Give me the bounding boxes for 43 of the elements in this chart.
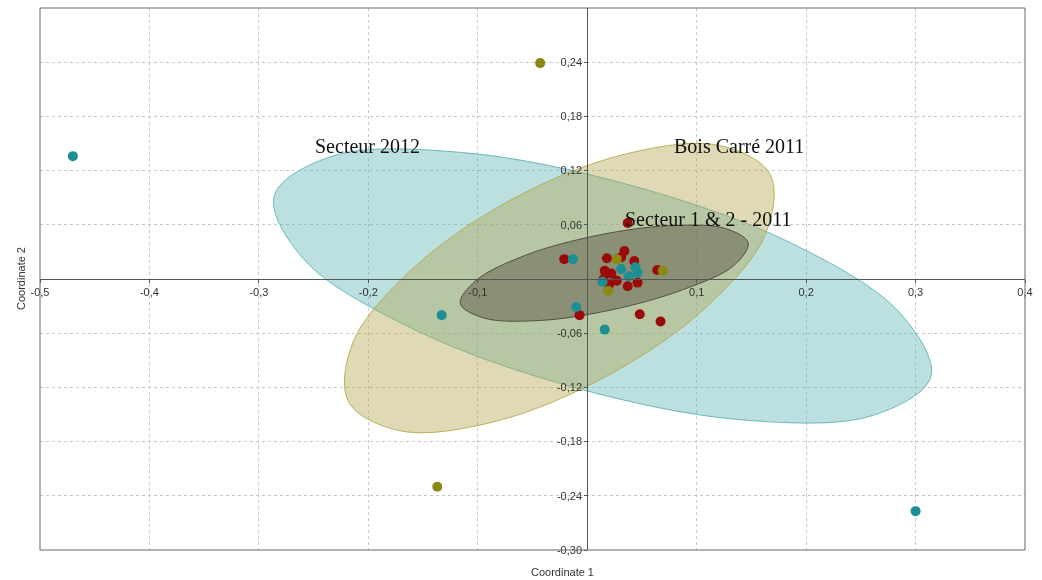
y-tick-label: -0,06 — [556, 327, 583, 340]
y-tick-label: -0,18 — [556, 435, 583, 448]
point — [657, 265, 668, 276]
annotation: Bois Carré 2011 — [674, 135, 805, 157]
y-axis-title: Coordinate 2 — [15, 247, 27, 310]
point — [603, 285, 614, 296]
point — [432, 481, 443, 492]
x-tick-label: -0,5 — [30, 286, 50, 299]
annotation: Secteur 2012 — [315, 135, 420, 157]
x-tick-label: -0,2 — [358, 286, 378, 299]
x-tick-label: 0,4 — [1017, 286, 1033, 299]
point — [535, 58, 546, 69]
y-tick-label: 0,12 — [560, 164, 583, 177]
point — [622, 281, 633, 292]
x-tick-label: -0,1 — [468, 286, 488, 299]
point — [630, 262, 641, 273]
y-tick-label: -0,24 — [556, 489, 583, 502]
point — [571, 302, 582, 312]
point — [67, 151, 78, 162]
point — [574, 310, 585, 321]
annotation: Secteur 1 & 2 - 2011 — [625, 208, 792, 230]
point — [567, 254, 578, 265]
point — [655, 316, 666, 327]
point — [606, 268, 617, 279]
point — [599, 324, 610, 335]
point — [910, 506, 921, 517]
x-tick-label: -0,4 — [139, 286, 159, 299]
x-tick-label: -0,3 — [249, 286, 269, 299]
point — [611, 254, 622, 265]
y-tick-label: -0,30 — [556, 543, 583, 556]
y-tick-label: 0,24 — [560, 56, 583, 69]
y-tick-label: 0,06 — [560, 218, 583, 231]
point — [601, 253, 612, 264]
point — [559, 254, 570, 265]
x-tick-label: 0,3 — [907, 286, 924, 299]
y-tick-label: 0,18 — [560, 110, 583, 123]
point — [436, 310, 447, 321]
x-axis-title: Coordinate 1 — [531, 566, 594, 578]
point — [634, 309, 645, 320]
x-tick-label: 0,2 — [798, 286, 814, 299]
x-tick-label: 0,1 — [689, 286, 705, 299]
y-tick-label: -0,12 — [556, 381, 583, 394]
point — [616, 264, 627, 275]
